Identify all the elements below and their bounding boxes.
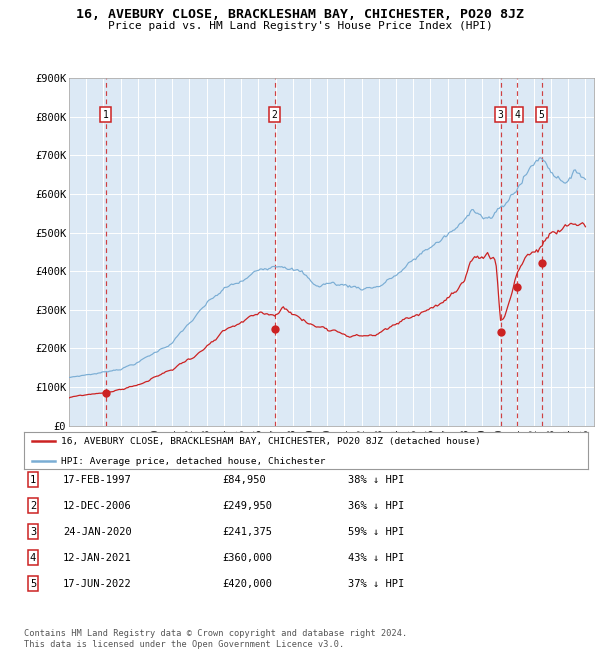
Text: £360,000: £360,000 bbox=[222, 552, 272, 563]
Text: HPI: Average price, detached house, Chichester: HPI: Average price, detached house, Chic… bbox=[61, 456, 325, 465]
Text: 1: 1 bbox=[30, 474, 36, 485]
Text: 1: 1 bbox=[103, 109, 109, 120]
Text: 3: 3 bbox=[30, 526, 36, 537]
Text: 43% ↓ HPI: 43% ↓ HPI bbox=[348, 552, 404, 563]
Text: 5: 5 bbox=[539, 109, 545, 120]
Text: 16, AVEBURY CLOSE, BRACKLESHAM BAY, CHICHESTER, PO20 8JZ (detached house): 16, AVEBURY CLOSE, BRACKLESHAM BAY, CHIC… bbox=[61, 437, 481, 445]
Text: Price paid vs. HM Land Registry's House Price Index (HPI): Price paid vs. HM Land Registry's House … bbox=[107, 21, 493, 31]
Text: Contains HM Land Registry data © Crown copyright and database right 2024.
This d: Contains HM Land Registry data © Crown c… bbox=[24, 629, 407, 649]
Text: £249,950: £249,950 bbox=[222, 500, 272, 511]
Text: 37% ↓ HPI: 37% ↓ HPI bbox=[348, 578, 404, 589]
Text: 16, AVEBURY CLOSE, BRACKLESHAM BAY, CHICHESTER, PO20 8JZ: 16, AVEBURY CLOSE, BRACKLESHAM BAY, CHIC… bbox=[76, 8, 524, 21]
Text: 12-JAN-2021: 12-JAN-2021 bbox=[63, 552, 132, 563]
Text: £84,950: £84,950 bbox=[222, 474, 266, 485]
Text: 24-JAN-2020: 24-JAN-2020 bbox=[63, 526, 132, 537]
Text: £420,000: £420,000 bbox=[222, 578, 272, 589]
Text: 17-JUN-2022: 17-JUN-2022 bbox=[63, 578, 132, 589]
Text: 59% ↓ HPI: 59% ↓ HPI bbox=[348, 526, 404, 537]
Text: 12-DEC-2006: 12-DEC-2006 bbox=[63, 500, 132, 511]
Text: 17-FEB-1997: 17-FEB-1997 bbox=[63, 474, 132, 485]
Text: 4: 4 bbox=[514, 109, 520, 120]
Text: £241,375: £241,375 bbox=[222, 526, 272, 537]
Text: 5: 5 bbox=[30, 578, 36, 589]
Text: 36% ↓ HPI: 36% ↓ HPI bbox=[348, 500, 404, 511]
Text: 3: 3 bbox=[497, 109, 503, 120]
Text: 2: 2 bbox=[30, 500, 36, 511]
Text: 38% ↓ HPI: 38% ↓ HPI bbox=[348, 474, 404, 485]
Text: 4: 4 bbox=[30, 552, 36, 563]
Text: 2: 2 bbox=[272, 109, 278, 120]
